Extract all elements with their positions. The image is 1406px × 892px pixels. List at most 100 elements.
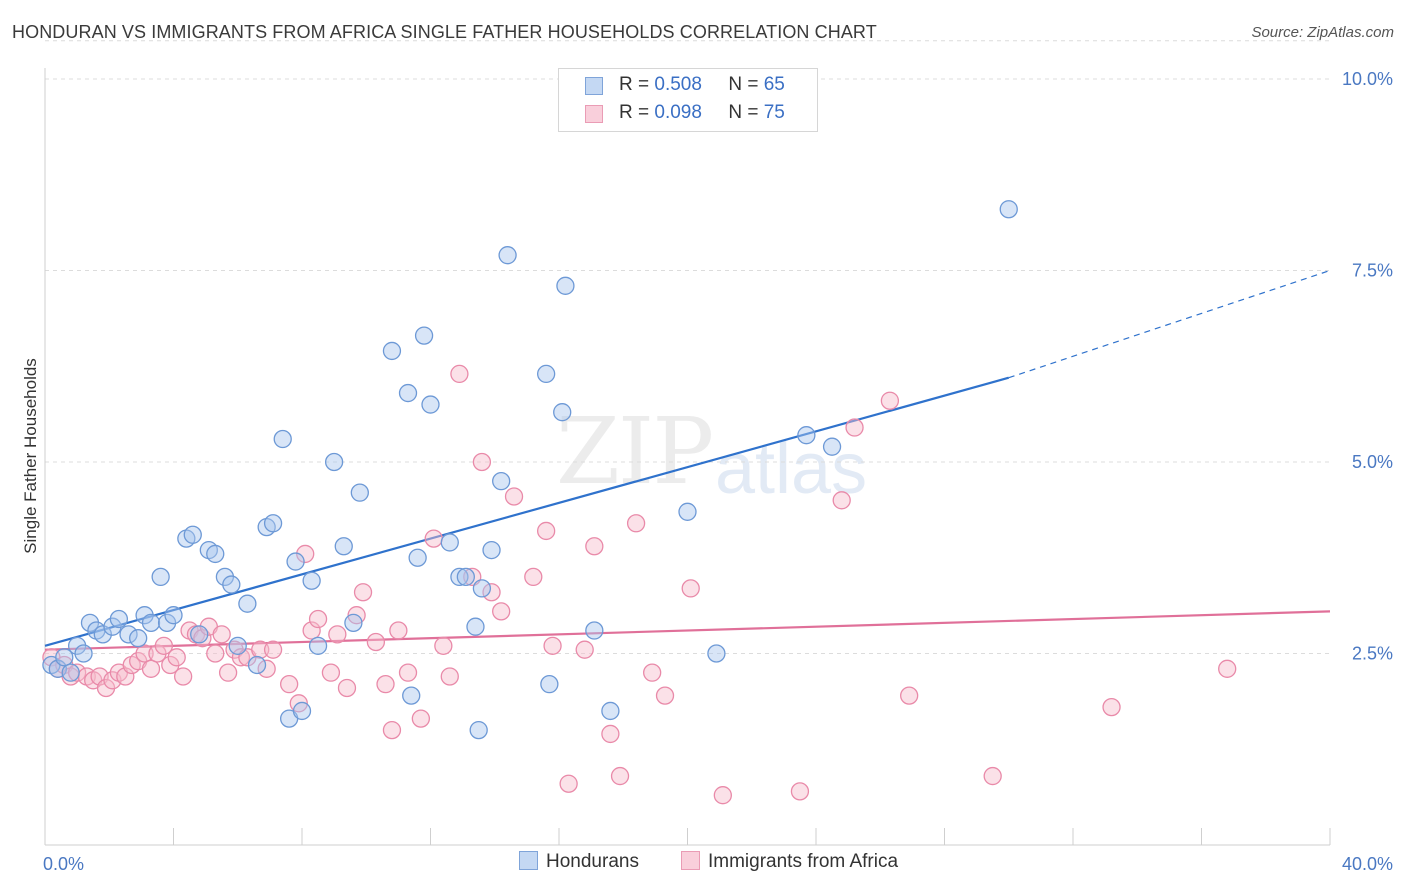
y-tick-label-2: 7.5%	[1352, 261, 1393, 281]
point-series-0-53	[492, 471, 511, 491]
point-series-1-73	[832, 491, 851, 510]
point-series-1-50	[424, 529, 443, 548]
point-series-0-64	[822, 437, 842, 456]
point-series-1-53	[450, 364, 469, 384]
point-series-0-43	[408, 548, 427, 567]
legend-swatch-blue	[585, 77, 603, 95]
point-series-0-8	[93, 625, 112, 644]
axes	[44, 68, 1331, 846]
point-series-1-76	[900, 686, 919, 705]
point-series-0-15	[151, 567, 170, 587]
point-series-1-56	[482, 583, 501, 602]
point-series-0-52	[482, 540, 501, 560]
point-series-1-61	[543, 636, 562, 655]
point-series-0-5	[74, 644, 93, 663]
trend-line-extension-series-0	[1008, 269, 1331, 379]
point-series-1-14	[135, 644, 154, 663]
bottom-legend-africa: Immigrants from Africa	[681, 851, 898, 873]
tick-labels: 2.5% 5.0% 7.5% 10.0% 0.0% 40.0% Single Father …	[21, 69, 1393, 874]
point-series-0-46	[440, 533, 459, 552]
bottom-legend-swatch-blue	[519, 851, 538, 870]
legend-r-value: 0.508	[654, 74, 702, 95]
point-series-1-20	[173, 667, 193, 686]
point-series-0-19	[183, 525, 202, 544]
point-series-0-35	[308, 636, 328, 655]
point-series-1-32	[257, 659, 276, 678]
point-series-0-59	[585, 621, 604, 640]
legend-n-value: 75	[763, 102, 785, 123]
point-series-0-49	[466, 617, 485, 636]
point-series-1-71	[713, 786, 732, 805]
grid-lines	[45, 40, 1330, 654]
point-series-1-67	[626, 514, 646, 533]
point-series-1-38	[308, 609, 328, 629]
point-series-1-79	[1218, 659, 1237, 678]
point-series-0-51	[472, 579, 492, 598]
point-series-0-24	[222, 575, 241, 594]
point-series-0-29	[263, 514, 283, 533]
point-series-1-65	[601, 724, 620, 744]
source-label: Source: ZipAtlas.com	[1251, 24, 1394, 41]
bottom-legend-swatch-pink	[681, 851, 700, 870]
point-series-0-10	[109, 609, 129, 629]
y-tick-label-1: 5.0%	[1352, 452, 1393, 472]
point-series-1-39	[321, 663, 341, 682]
y-tick-label-3: 10.0%	[1342, 69, 1393, 89]
point-series-0-14	[141, 613, 161, 633]
point-series-1-31	[251, 640, 270, 659]
point-series-1-70	[681, 579, 700, 598]
x-tick-label-0: 0.0%	[43, 854, 84, 874]
point-series-0-47	[450, 567, 469, 587]
point-series-1-4	[67, 663, 87, 682]
point-series-0-62	[707, 644, 726, 663]
point-series-0-57	[553, 403, 572, 422]
point-series-0-27	[247, 655, 267, 675]
point-series-1-77	[983, 766, 1002, 786]
legend-r-label: R =	[619, 74, 650, 95]
x-tick-label-1: 40.0%	[1342, 854, 1393, 874]
point-series-1-33	[263, 640, 283, 659]
point-series-1-78	[1102, 697, 1121, 717]
point-series-1-37	[302, 621, 321, 640]
point-series-0-45	[421, 395, 440, 414]
point-series-0-25	[228, 636, 247, 655]
point-series-1-15	[141, 659, 161, 678]
point-series-0-38	[344, 613, 363, 633]
point-series-1-27	[218, 663, 238, 682]
point-series-1-19	[167, 648, 186, 667]
point-series-1-62	[559, 774, 578, 793]
point-series-1-25	[206, 644, 225, 663]
point-series-1-59	[524, 567, 543, 587]
legend-box: R = 0.508 N = 65 R = 0.098 N = 75	[558, 68, 818, 132]
point-series-0-56	[540, 674, 559, 694]
point-series-1-69	[655, 686, 675, 705]
point-series-1-60	[537, 521, 556, 541]
bottom-legend-hondurans: Hondurans	[519, 851, 639, 873]
point-series-0-41	[398, 383, 418, 403]
legend-n-label: N =	[728, 102, 759, 123]
point-series-1-46	[382, 720, 402, 740]
y-axis-label: Single Father Households	[21, 358, 40, 554]
point-series-0-65	[999, 200, 1018, 219]
point-series-1-51	[434, 636, 453, 655]
point-series-0-34	[302, 571, 321, 590]
point-series-1-57	[492, 602, 511, 621]
point-series-1-64	[585, 537, 604, 556]
point-series-1-58	[504, 487, 524, 506]
point-series-1-68	[643, 663, 662, 682]
point-series-0-2	[55, 648, 74, 667]
point-series-0-61	[678, 502, 697, 521]
point-series-1-29	[231, 648, 251, 667]
point-series-1-36	[296, 544, 315, 564]
point-series-0-42	[402, 686, 421, 705]
point-series-0-17	[164, 606, 183, 625]
legend-text-africa: R = 0.098 N = 75	[619, 102, 785, 124]
point-series-0-50	[469, 720, 488, 740]
point-series-0-48	[456, 567, 475, 587]
point-series-0-44	[414, 326, 434, 345]
point-series-0-33	[292, 701, 312, 721]
point-series-1-26	[212, 625, 231, 644]
chart-title: HONDURAN VS IMMIGRANTS FROM AFRICA SINGL…	[12, 22, 877, 42]
point-series-0-58	[556, 276, 575, 295]
